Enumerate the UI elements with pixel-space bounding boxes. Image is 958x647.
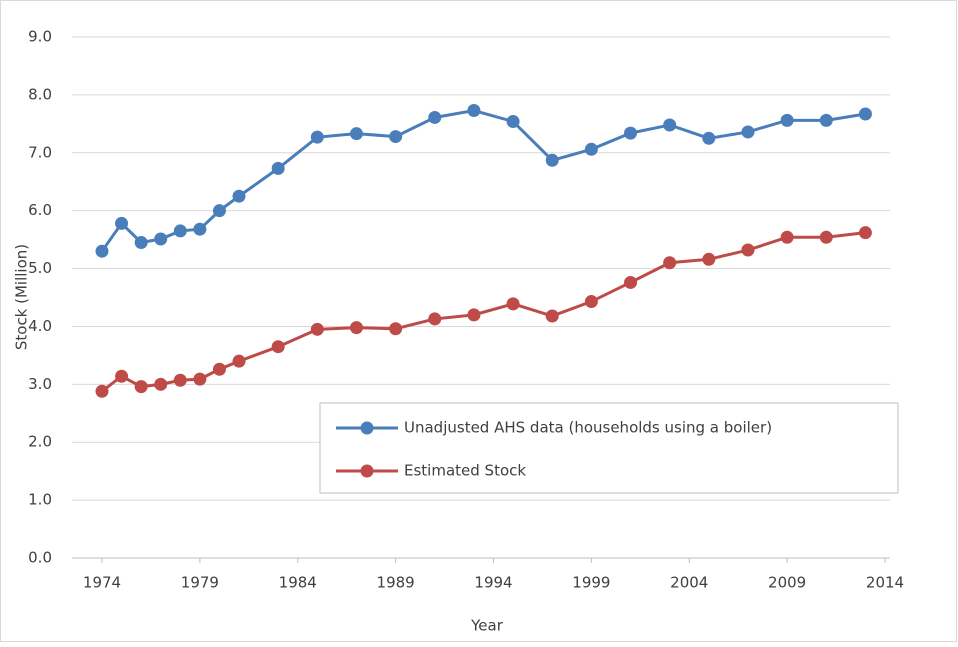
data-point xyxy=(271,161,285,175)
data-point xyxy=(780,113,794,127)
x-tick-label: 2009 xyxy=(768,574,806,592)
data-point xyxy=(310,130,324,144)
data-point xyxy=(780,230,794,244)
y-tick-label: 7.0 xyxy=(28,143,52,161)
data-point xyxy=(506,297,520,311)
data-point xyxy=(212,204,226,218)
data-point xyxy=(819,230,833,244)
legend-marker xyxy=(360,421,374,435)
data-point xyxy=(95,384,109,398)
data-point xyxy=(819,113,833,127)
data-point xyxy=(858,226,872,240)
x-tick-label: 1994 xyxy=(474,574,512,592)
y-tick-label: 3.0 xyxy=(28,375,52,393)
data-point xyxy=(624,126,638,140)
x-tick-label: 2014 xyxy=(866,574,904,592)
x-tick-label: 1974 xyxy=(83,574,121,592)
y-tick-label: 8.0 xyxy=(28,85,52,103)
data-point xyxy=(212,362,226,376)
y-tick-label: 1.0 xyxy=(28,491,52,509)
data-point xyxy=(173,224,187,238)
data-point xyxy=(467,104,481,118)
x-tick-label: 1984 xyxy=(279,574,317,592)
data-point xyxy=(467,308,481,322)
legend-label: Estimated Stock xyxy=(404,462,526,480)
data-point xyxy=(271,340,285,354)
data-point xyxy=(545,309,559,323)
data-point xyxy=(389,322,403,336)
y-tick-label: 9.0 xyxy=(28,28,52,46)
y-tick-label: 6.0 xyxy=(28,201,52,219)
data-point xyxy=(663,256,677,270)
x-tick-label: 1999 xyxy=(572,574,610,592)
x-tick-label: 2004 xyxy=(670,574,708,592)
y-tick-label: 4.0 xyxy=(28,317,52,335)
data-point xyxy=(115,216,129,230)
data-point xyxy=(584,142,598,156)
data-point xyxy=(115,369,129,383)
data-point xyxy=(173,373,187,387)
data-point xyxy=(349,321,363,335)
data-point xyxy=(389,130,403,144)
data-point xyxy=(95,244,109,258)
legend-box xyxy=(319,402,899,494)
y-axis-label: Stock (Million) xyxy=(13,244,31,350)
data-point xyxy=(663,118,677,132)
data-point xyxy=(584,295,598,309)
legend-label: Unadjusted AHS data (households using a … xyxy=(404,419,772,437)
data-point xyxy=(624,275,638,289)
data-point xyxy=(545,153,559,167)
x-axis-label: Year xyxy=(470,617,504,635)
data-point xyxy=(232,354,246,368)
data-point xyxy=(232,189,246,203)
data-point xyxy=(741,125,755,139)
y-tick-label: 5.0 xyxy=(28,259,52,277)
data-point xyxy=(428,110,442,124)
legend-marker xyxy=(360,464,374,478)
x-tick-label: 1989 xyxy=(377,574,415,592)
data-point xyxy=(154,377,168,391)
data-point xyxy=(134,380,148,394)
y-tick-label: 0.0 xyxy=(28,549,52,567)
data-point xyxy=(858,107,872,121)
data-point xyxy=(193,222,207,236)
data-point xyxy=(154,232,168,246)
data-point xyxy=(428,312,442,326)
y-tick-label: 2.0 xyxy=(28,433,52,451)
data-point xyxy=(349,127,363,141)
data-point xyxy=(741,243,755,257)
data-point xyxy=(310,322,324,336)
data-point xyxy=(702,131,716,145)
data-point xyxy=(134,236,148,250)
data-point xyxy=(702,252,716,266)
data-point xyxy=(193,372,207,386)
data-point xyxy=(506,115,520,129)
x-tick-label: 1979 xyxy=(181,574,219,592)
